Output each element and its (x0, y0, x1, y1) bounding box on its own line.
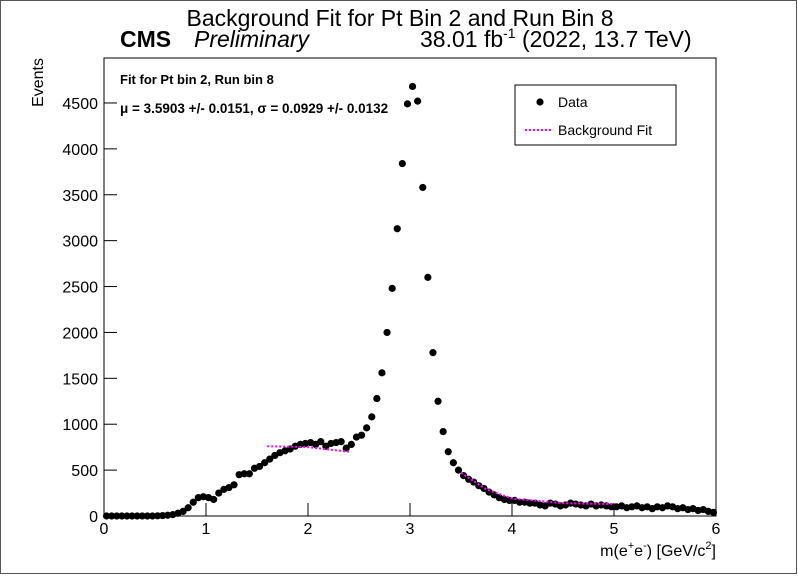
legend-label: Background Fit (558, 122, 652, 138)
data-point (449, 459, 457, 467)
data-point (143, 512, 151, 520)
y-tick-label: 3500 (62, 188, 98, 205)
legend-marker (536, 98, 544, 106)
data-point (266, 455, 274, 463)
data-point (398, 159, 406, 168)
data-point (357, 431, 366, 439)
x-tick-label: 2 (304, 521, 313, 538)
legend (514, 84, 677, 146)
x-tick-label: 3 (406, 521, 415, 538)
y-tick-label: 4000 (62, 142, 98, 159)
data-point (128, 512, 136, 520)
data-point (526, 499, 534, 507)
y-tick-label: 2500 (62, 280, 98, 297)
y-tick-label: 1000 (62, 417, 98, 434)
y-tick-label: 0 (89, 509, 98, 526)
lumi-sup: -1 (503, 25, 516, 41)
x-tick-label: 0 (100, 521, 109, 538)
y-tick-label: 1500 (62, 371, 98, 388)
y-axis-label: Events (30, 58, 47, 107)
data-point (516, 498, 524, 506)
data-point (368, 413, 376, 421)
data-point (607, 503, 616, 511)
data-point (261, 459, 269, 467)
data-point (414, 97, 422, 105)
x-label-text: ) [GeV/c (647, 543, 706, 560)
x-label-text: e (634, 543, 643, 560)
data-point (429, 349, 437, 357)
y-tick-label: 500 (71, 463, 98, 480)
data-point (373, 394, 381, 403)
data-point (153, 512, 162, 520)
x-label-text: ] (712, 543, 716, 560)
data-point (118, 512, 126, 520)
x-label-text: m(e (600, 543, 628, 560)
data-point (133, 512, 141, 520)
data-point (230, 481, 238, 489)
y-tick-label: 3000 (62, 234, 98, 251)
data-point (159, 511, 167, 520)
data-point (138, 512, 146, 520)
x-axis-label: m(e+e-) [GeV/c2] (600, 540, 716, 560)
data-point (363, 424, 371, 432)
luminosity-label: 38.01 fb-1 (2022, 13.7 TeV) (420, 25, 692, 52)
status-label: Preliminary (194, 26, 311, 52)
data-point (337, 438, 345, 446)
data-point (383, 328, 391, 337)
experiment-label: CMS (120, 26, 171, 52)
data-point (148, 512, 157, 520)
x-tick-label: 4 (508, 521, 517, 538)
data-point (408, 82, 417, 91)
data-point (393, 225, 401, 233)
data-point (444, 448, 452, 456)
data-point (102, 512, 111, 520)
lumi-text: 38.01 fb (420, 26, 503, 52)
data-point (210, 495, 218, 504)
x-tick-label: 1 (202, 521, 211, 538)
x-tick-label: 6 (712, 521, 721, 538)
data-point (179, 507, 187, 516)
annotation: μ = 3.5903 +/- 0.0151, σ = 0.0929 +/- 0.… (120, 101, 388, 116)
data-point (434, 397, 442, 405)
data-point (240, 470, 248, 478)
y-tick-label: 2000 (62, 325, 98, 342)
x-label-sup: + (628, 540, 634, 552)
data-point (255, 462, 264, 471)
data-point (215, 489, 223, 497)
x-tick-label: 5 (610, 521, 619, 538)
data-point (184, 504, 192, 512)
data-point (108, 512, 116, 520)
data-point (378, 369, 386, 377)
annotation: Fit for Pt bin 2, Run bin 8 (120, 72, 274, 87)
legend-label: Data (558, 94, 588, 110)
data-point (424, 273, 432, 281)
data-point (113, 512, 121, 520)
data-point (388, 284, 396, 292)
data-point (123, 512, 131, 520)
data-point (317, 438, 325, 446)
data-point (347, 440, 355, 449)
data-point (439, 427, 447, 436)
data-point (709, 508, 718, 516)
data-point (419, 183, 427, 192)
data-point (454, 466, 463, 474)
y-tick-label: 4500 (62, 96, 98, 113)
data-point (403, 100, 412, 108)
chart-title: Background Fit for Pt Bin 2 and Run Bin … (186, 5, 613, 31)
data-point (342, 444, 350, 452)
fit-line (267, 445, 615, 506)
data-point (189, 498, 197, 506)
lumi-rest: (2022, 13.7 TeV) (516, 26, 692, 52)
x-label-sup: 2 (705, 540, 711, 552)
data-point (245, 470, 253, 478)
x-label-sup: - (643, 540, 647, 552)
